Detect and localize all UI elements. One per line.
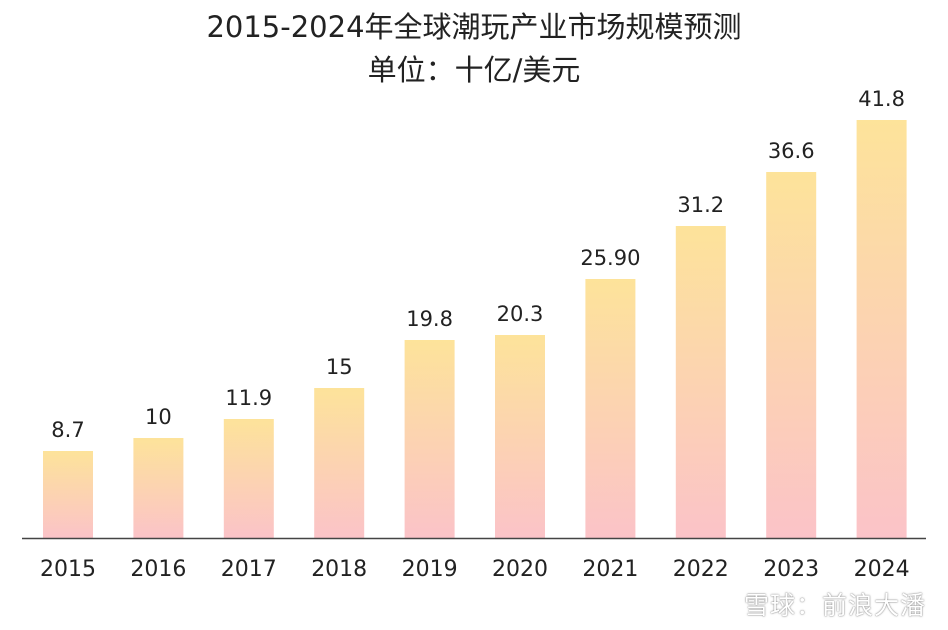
x-tick-label-2022: 2022 [673, 557, 729, 582]
x-tick-label-2016: 2016 [130, 557, 186, 582]
snowball-logo-icon [710, 591, 736, 617]
bar-2019 [404, 340, 455, 538]
chart-subtitle: 单位：十亿/美元 [367, 53, 581, 87]
x-tick-label-2023: 2023 [763, 557, 819, 582]
bar-2017 [223, 419, 274, 538]
bars-group [43, 120, 907, 538]
data-label-2017: 11.9 [225, 386, 272, 410]
bar-2020 [495, 335, 545, 538]
bar-2021 [585, 279, 636, 538]
x-tick-label-2017: 2017 [221, 557, 277, 582]
data-label-2021: 25.90 [580, 246, 640, 270]
x-tick-labels-group: 2015 2016 2017 2018 2019 2020 2021 2022 2023 2024 [40, 557, 910, 582]
bar-2015 [43, 451, 93, 538]
data-labels-group: 8.7 10 11.9 15 19.8 20.3 25.90 31.2 36.6 41.8 [51, 87, 905, 442]
bar-2018 [314, 388, 365, 538]
data-label-2023: 36.6 [768, 139, 815, 163]
x-tick-label-2018: 2018 [311, 557, 367, 582]
x-tick-label-2015: 2015 [40, 557, 96, 582]
watermark: 雪球：前浪大潘 [710, 586, 926, 622]
data-label-2022: 31.2 [677, 193, 724, 217]
data-label-2024: 41.8 [858, 87, 905, 111]
data-label-2016: 10 [145, 405, 172, 429]
bar-2022 [675, 226, 726, 538]
x-tick-label-2020: 2020 [492, 557, 548, 582]
x-tick-label-2024: 2024 [854, 557, 910, 582]
bar-2016 [133, 438, 184, 538]
x-tick-label-2019: 2019 [402, 557, 458, 582]
chart-title: 2015-2024年全球潮玩产业市场规模预测 [206, 10, 742, 44]
data-label-2019: 19.8 [406, 307, 453, 331]
x-tick-label-2021: 2021 [582, 557, 638, 582]
data-label-2018: 15 [326, 355, 353, 379]
bar-2023 [766, 172, 817, 538]
watermark-text: 雪球：前浪大潘 [743, 591, 926, 620]
data-label-2015: 8.7 [51, 418, 84, 442]
bar-2024 [856, 120, 907, 538]
data-label-2020: 20.3 [497, 302, 544, 326]
